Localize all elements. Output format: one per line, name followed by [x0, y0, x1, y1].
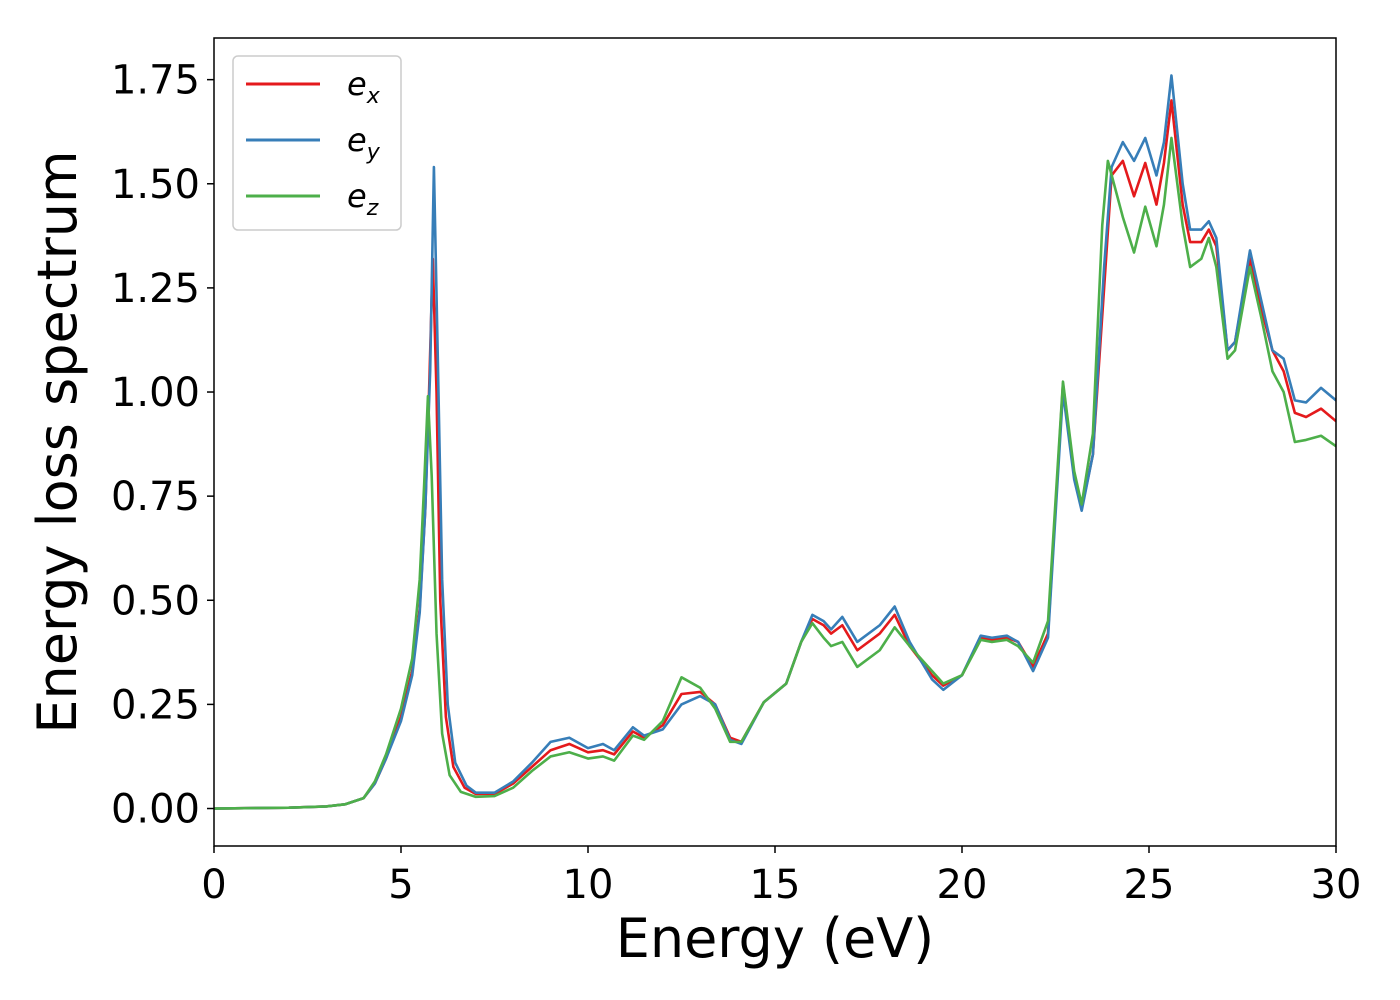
y-tick-label: 1.75	[111, 58, 200, 104]
legend-box	[232, 55, 402, 231]
y-tick-label: 1.25	[111, 266, 200, 312]
legend-label-e-z: ez	[347, 177, 379, 221]
x-tick-label: 5	[388, 862, 413, 908]
series-line-e-z	[214, 136, 1336, 810]
x-tick-label: 30	[1311, 862, 1362, 908]
series-layer	[214, 74, 1336, 810]
series-line-e-x	[214, 99, 1336, 810]
y-tick-label: 0.00	[111, 787, 200, 833]
x-tick-label: 20	[937, 862, 988, 908]
y-tick-label: 0.75	[111, 474, 200, 520]
y-axis-label: Energy loss spectrum	[26, 150, 89, 733]
x-axis-label: Energy (eV)	[616, 907, 935, 970]
x-axis-ticks: 0 5 10 15 20 25 30	[201, 846, 1361, 908]
x-tick-label: 15	[750, 862, 801, 908]
legend-label-e-y: ey	[347, 121, 381, 165]
y-axis-ticks: 0.00 0.25 0.50 0.75 1.00 1.25 1.50 1.75	[111, 58, 214, 833]
x-tick-label: 0	[201, 862, 226, 908]
legend-label-e-x: ex	[347, 65, 381, 109]
y-tick-label: 0.25	[111, 682, 200, 728]
legend: ex ey ez	[232, 55, 402, 231]
y-tick-label: 0.50	[111, 578, 200, 624]
series-line-e-y	[214, 74, 1336, 810]
x-tick-label: 10	[563, 862, 614, 908]
y-tick-label: 1.00	[111, 370, 200, 416]
y-tick-label: 1.50	[111, 162, 200, 208]
x-tick-label: 25	[1124, 862, 1175, 908]
